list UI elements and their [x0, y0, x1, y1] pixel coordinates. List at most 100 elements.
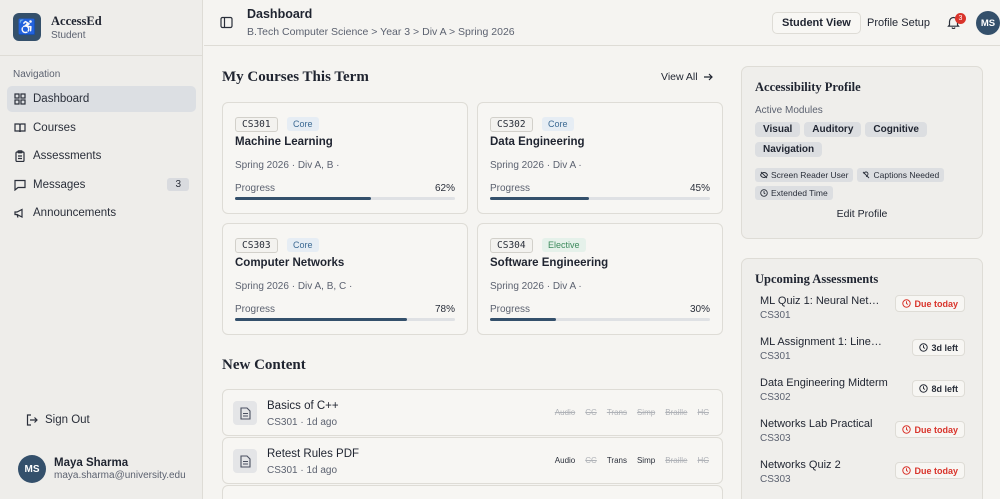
brand-role: Student: [51, 29, 86, 41]
due-label: 3d left: [931, 342, 958, 353]
content-item[interactable]: [222, 485, 723, 499]
sidebar-item-label: Dashboard: [33, 93, 90, 105]
content-name: Basics of C++: [267, 400, 339, 412]
sidebar-item-dashboard[interactable]: Dashboard: [7, 86, 196, 112]
clock-icon: [760, 189, 768, 197]
format-simp-indicator: Simp: [636, 408, 656, 417]
brand-name: AccessEd: [51, 13, 102, 28]
header-avatar[interactable]: MS: [976, 11, 1000, 35]
assessment-item[interactable]: ML Assignment 1: Linear Regression CS301…: [760, 336, 965, 362]
due-label: Due today: [914, 465, 958, 476]
brand[interactable]: ♿ AccessEd Student: [13, 13, 102, 41]
setting-chip: Extended Time: [755, 186, 833, 200]
sidebar-item-assessments[interactable]: Assessments: [7, 143, 196, 169]
breadcrumb: B.Tech Computer Science > Year 3 > Div A…: [247, 26, 515, 38]
format-audio-indicator: Audio: [554, 408, 576, 417]
clock-icon: [919, 343, 929, 352]
course-name: Data Engineering: [490, 136, 585, 148]
assessment-name: Networks Quiz 2: [760, 459, 841, 471]
setting-label: Screen Reader User: [771, 170, 849, 180]
avatar: MS: [18, 455, 46, 483]
course-name: Computer Networks: [235, 257, 345, 269]
format-cc-indicator: CC: [585, 408, 597, 417]
due-label: Due today: [914, 298, 958, 309]
progress-track: [235, 197, 455, 200]
view-all-link[interactable]: View All: [661, 71, 713, 83]
sidebar-item-announcements[interactable]: Announcements: [7, 200, 196, 226]
sign-out-button[interactable]: Sign Out: [26, 414, 90, 426]
format-cc-indicator: CC: [585, 456, 597, 465]
format-braille-indicator: Braille: [665, 408, 688, 417]
progress-value: 62%: [434, 183, 455, 194]
progress-value: 78%: [434, 304, 455, 315]
top-header: Dashboard B.Tech Computer Science > Year…: [204, 0, 1000, 46]
module-chip: Cognitive: [865, 122, 927, 137]
assessment-course: CS303: [760, 433, 791, 444]
sidebar-item-courses[interactable]: Courses: [7, 115, 196, 141]
progress-value: 30%: [689, 304, 710, 315]
assessment-course: CS302: [760, 392, 791, 403]
assessment-item[interactable]: Networks Lab Practical CS303 Due today: [760, 418, 965, 444]
format-hc-indicator: HC: [697, 456, 709, 465]
course-meta: Spring 2026 · Div A ·: [490, 160, 582, 171]
course-name: Machine Learning: [235, 136, 333, 148]
format-simp-indicator: Simp: [636, 456, 656, 465]
due-label: Due today: [914, 424, 958, 435]
assessment-item[interactable]: ML Quiz 1: Neural Networks CS301 Due tod…: [760, 295, 965, 321]
format-trans-indicator: Trans: [606, 456, 627, 465]
grid-icon: [13, 93, 26, 106]
student-view-button[interactable]: Student View: [772, 12, 861, 34]
book-icon: [13, 121, 26, 134]
course-tag: Elective: [542, 238, 586, 252]
course-meta: Spring 2026 · Div A, B, C ·: [235, 281, 353, 292]
sidebar-toggle-icon[interactable]: [220, 16, 233, 32]
course-card-cs302[interactable]: CS302 Core Data Engineering Spring 2026 …: [477, 102, 723, 214]
course-code: CS304: [490, 238, 533, 253]
progress-fill: [235, 318, 407, 321]
view-all-label: View All: [661, 71, 698, 83]
course-code: CS301: [235, 117, 278, 132]
ear-off-icon: [862, 171, 870, 179]
sidebar-item-messages[interactable]: Messages 3: [7, 172, 196, 198]
user-profile[interactable]: MS Maya Sharma maya.sharma@university.ed…: [18, 455, 186, 483]
assessment-item[interactable]: Networks Quiz 2 CS303 Due today: [760, 459, 965, 485]
progress-label: Progress: [490, 183, 531, 194]
course-meta: Spring 2026 · Div A ·: [490, 281, 582, 292]
document-icon: [233, 449, 257, 473]
sidebar-item-label: Announcements: [33, 207, 117, 219]
course-tag: Core: [542, 117, 574, 131]
messages-count-badge: 3: [167, 177, 189, 191]
clock-icon: [902, 425, 912, 434]
sidebar-item-label: Messages: [33, 178, 86, 191]
edit-profile-button[interactable]: Edit Profile: [836, 208, 888, 220]
course-card-cs304[interactable]: CS304 Elective Software Engineering Spri…: [477, 223, 723, 335]
content-item[interactable]: Retest Rules PDF CS301 · 1d ago Audio CC T…: [222, 437, 723, 484]
assessment-course: CS301: [760, 351, 791, 362]
divider: [0, 55, 202, 56]
page-title: Dashboard: [247, 7, 313, 21]
course-card-cs303[interactable]: CS303 Core Computer Networks Spring 2026…: [222, 223, 468, 335]
progress-fill: [235, 197, 372, 200]
profile-setup-button[interactable]: Profile Setup: [867, 17, 930, 29]
clock-icon: [902, 299, 912, 308]
sidebar-item-label: Assessments: [33, 150, 102, 162]
assessment-item[interactable]: Data Engineering Midterm CS302 8d left: [760, 377, 965, 403]
format-availability: Audio CC Trans Simp Braille HC: [555, 456, 709, 465]
format-hc-indicator: HC: [697, 408, 709, 417]
progress-track: [490, 318, 710, 321]
panel-title: Upcoming Assessments: [755, 272, 879, 286]
due-badge: Due today: [895, 462, 965, 479]
content-meta: CS301 · 1d ago: [267, 417, 338, 428]
megaphone-icon: [13, 207, 26, 220]
user-name: Maya Sharma: [54, 457, 129, 469]
course-card-cs301[interactable]: CS301 Core Machine Learning Spring 2026 …: [222, 102, 468, 214]
course-tag: Core: [287, 238, 319, 252]
eye-off-icon: [760, 171, 768, 179]
assessment-course: CS303: [760, 474, 791, 485]
module-chip: Auditory: [804, 122, 862, 137]
course-code: CS303: [235, 238, 278, 253]
progress-fill: [490, 197, 589, 200]
message-icon: [13, 178, 26, 191]
module-chip: Navigation: [755, 142, 823, 157]
content-item[interactable]: Basics of C++ CS301 · 1d ago Audio CC Tran…: [222, 389, 723, 436]
